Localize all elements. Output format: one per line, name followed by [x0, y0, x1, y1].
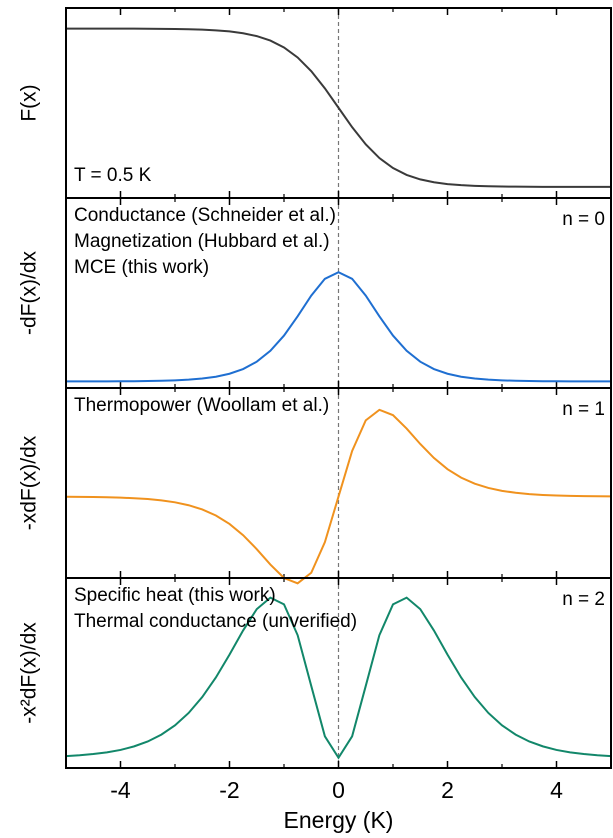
x-tick-label: 2: [441, 777, 454, 803]
x-axis-label: Energy (K): [284, 807, 394, 833]
y-axis-label: -dF(x)/dx: [18, 251, 41, 336]
annotation: T = 0.5 K: [74, 165, 152, 186]
y-axis-label: -x²dF(x)/dx: [18, 622, 41, 724]
curve: [65, 408, 612, 585]
curve: [65, 596, 612, 760]
x-tick-label: 4: [550, 777, 563, 803]
panel-frame: [65, 577, 612, 769]
annotation: Conductance (Schneider et al.): [74, 205, 336, 226]
x-tick-label: -2: [219, 777, 239, 803]
annotation: Specific heat (this work): [74, 585, 276, 606]
curve: [65, 27, 612, 188]
annotation: Magnetization (Hubbard et al.): [74, 231, 330, 252]
y-axis-label: F(x): [18, 84, 41, 121]
y-axis-label: -xdF(x)/dx: [18, 435, 41, 530]
x-tick-label: -4: [110, 777, 131, 803]
order-label: n = 0: [562, 209, 605, 230]
annotation: Thermal conductance (unverified): [74, 611, 357, 632]
curve: [65, 271, 612, 383]
annotation: MCE (this work): [74, 257, 209, 278]
order-label: n = 1: [562, 399, 605, 420]
annotation: Thermopower (Woollam et al.): [74, 395, 329, 416]
order-label: n = 2: [562, 589, 605, 610]
x-tick-label: 0: [332, 777, 345, 803]
